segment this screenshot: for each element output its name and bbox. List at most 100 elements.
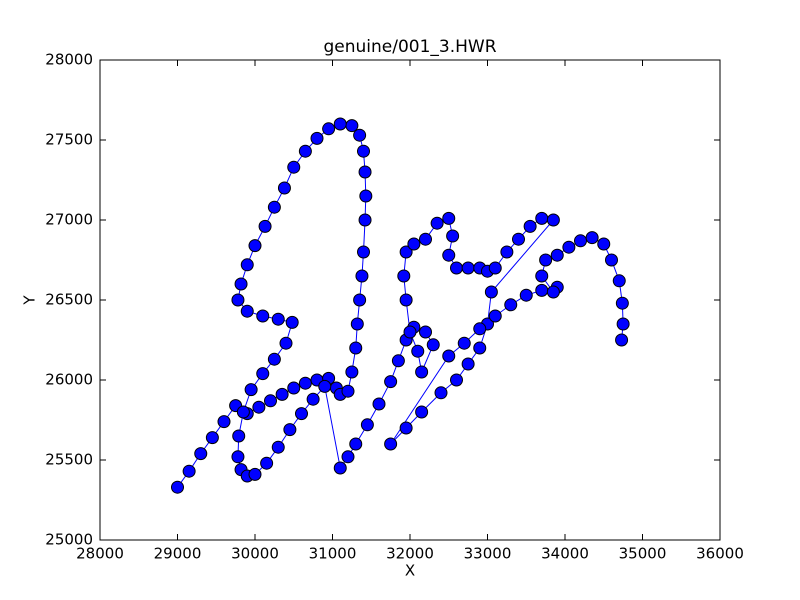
- data-point: [419, 232, 432, 246]
- y-axis-label: Y: [21, 295, 39, 306]
- x-tick-label: 28000: [76, 545, 124, 563]
- data-point: [287, 160, 301, 174]
- data-point: [446, 229, 460, 243]
- data-point: [252, 400, 266, 414]
- data-point: [298, 144, 312, 158]
- data-point: [333, 117, 347, 131]
- data-point: [171, 480, 184, 494]
- data-point: [287, 381, 301, 395]
- data-point: [353, 128, 367, 142]
- data-point: [535, 269, 549, 283]
- data-point: [357, 144, 370, 158]
- data-point: [236, 405, 250, 419]
- data-point: [430, 216, 444, 230]
- data-point: [500, 245, 514, 259]
- data-point: [574, 234, 587, 248]
- data-point: [359, 189, 373, 203]
- data-point: [384, 375, 398, 389]
- data-point: [232, 429, 246, 443]
- data-point: [415, 405, 429, 419]
- data-point: [539, 253, 553, 267]
- data-point: [355, 269, 369, 283]
- y-tick-label: 25000: [45, 531, 93, 549]
- y-tick-label: 28000: [45, 51, 93, 69]
- y-tick-label: 27000: [45, 211, 93, 229]
- data-point: [372, 397, 386, 411]
- data-point: [341, 450, 355, 464]
- data-point: [442, 349, 456, 363]
- data-point: [585, 231, 599, 245]
- data-point: [399, 293, 413, 307]
- data-point: [407, 237, 421, 251]
- data-point: [244, 383, 258, 397]
- data-point: [550, 248, 564, 262]
- data-point: [248, 467, 262, 481]
- data-point: [535, 211, 549, 225]
- data-point: [519, 288, 533, 302]
- data-point: [473, 322, 487, 336]
- data-point: [397, 269, 411, 283]
- y-tick-label: 27500: [45, 131, 93, 149]
- data-point: [258, 219, 272, 233]
- data-point: [450, 261, 463, 275]
- data-point: [345, 365, 359, 379]
- data-point: [391, 354, 405, 368]
- data-point: [341, 384, 355, 398]
- data-point: [322, 122, 336, 136]
- data-point: [399, 421, 413, 435]
- data-point: [275, 387, 289, 401]
- data-point: [194, 447, 208, 461]
- data-point: [488, 309, 502, 323]
- data-point: [277, 181, 291, 195]
- data-point: [358, 165, 372, 179]
- data-point: [434, 386, 448, 400]
- data-point: [231, 450, 245, 464]
- data-point: [283, 423, 297, 437]
- data-point: [295, 407, 308, 421]
- data-point: [615, 333, 629, 347]
- data-point: [267, 200, 281, 214]
- data-point: [264, 394, 277, 408]
- y-tick-label: 26500: [45, 291, 93, 309]
- data-point: [504, 298, 518, 312]
- data-point: [612, 274, 626, 288]
- data-point: [248, 239, 262, 253]
- data-point: [426, 338, 440, 352]
- data-point: [615, 296, 629, 310]
- x-tick-label: 29000: [154, 545, 202, 563]
- data-point: [234, 277, 248, 291]
- data-point: [349, 341, 363, 355]
- data-point: [240, 304, 254, 318]
- data-point: [605, 253, 618, 267]
- data-point: [523, 219, 537, 233]
- y-tick-label: 26000: [45, 371, 93, 389]
- data-point: [271, 440, 285, 454]
- data-point: [484, 285, 498, 299]
- x-tick-label: 36000: [696, 545, 744, 563]
- data-point: [616, 317, 630, 331]
- data-point: [256, 367, 270, 381]
- x-tick-label: 31000: [309, 545, 357, 563]
- x-tick-label: 33000: [464, 545, 512, 563]
- data-point: [182, 464, 196, 478]
- data-point: [350, 317, 364, 331]
- x-tick-label: 30000: [231, 545, 279, 563]
- data-point: [512, 232, 525, 246]
- data-point: [488, 261, 502, 275]
- x-axis-label: X: [405, 562, 415, 580]
- data-point: [205, 431, 219, 445]
- data-point: [360, 418, 374, 432]
- data-point: [411, 344, 425, 358]
- x-tick-label: 32000: [386, 545, 434, 563]
- data-point: [306, 392, 320, 406]
- data-point: [279, 336, 293, 350]
- x-tick-label: 34000: [541, 545, 589, 563]
- data-point: [535, 283, 549, 297]
- data-point: [345, 119, 359, 133]
- data-point: [333, 461, 347, 475]
- data-point: [597, 237, 611, 251]
- data-point: [353, 293, 367, 307]
- data-point: [457, 336, 471, 350]
- data-point: [546, 285, 560, 299]
